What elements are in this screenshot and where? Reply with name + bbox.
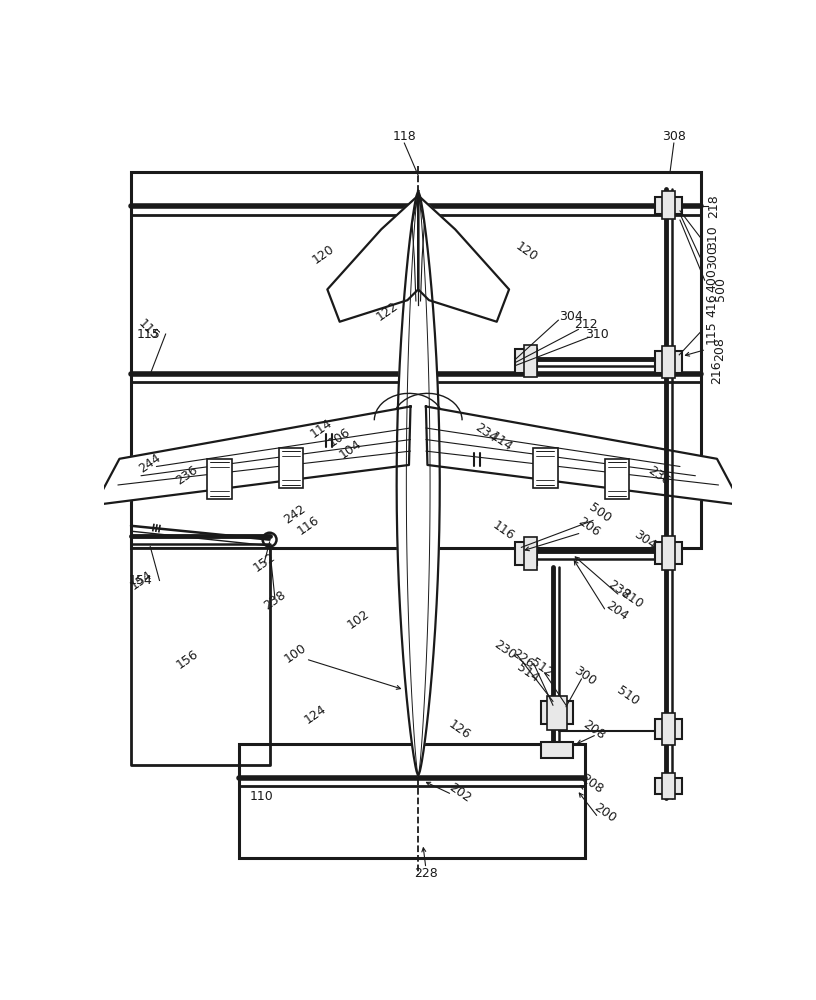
Text: 416: 416 [706,293,719,317]
Text: 500: 500 [587,500,614,525]
Text: 500: 500 [713,277,726,301]
Polygon shape [426,406,742,505]
Bar [662,713,676,745]
Bar [655,719,682,739]
Bar [655,197,682,214]
Text: 300: 300 [571,664,598,688]
Text: 102: 102 [344,607,371,631]
Text: 124: 124 [302,702,328,727]
Polygon shape [327,195,419,322]
Text: 208: 208 [713,338,726,361]
Bar [541,701,573,724]
Bar [662,773,676,799]
Text: 236: 236 [174,464,201,488]
Text: 304: 304 [559,310,583,323]
Polygon shape [95,406,410,505]
Bar [515,542,537,565]
Text: 300: 300 [706,245,719,269]
Text: 514: 514 [514,661,541,685]
Text: 236: 236 [645,464,672,488]
Text: 208: 208 [580,718,607,742]
Text: 126: 126 [446,718,473,742]
Text: 118: 118 [392,130,416,143]
Bar [131,172,701,548]
Bar [541,742,573,758]
Text: 218: 218 [707,194,721,218]
Text: 204: 204 [603,599,630,623]
Text: 116: 116 [295,513,322,537]
Bar [655,542,682,564]
Text: 122: 122 [374,299,401,323]
Text: 308: 308 [662,130,685,143]
Text: 206: 206 [575,514,602,539]
Bar [662,191,676,219]
Bar [662,346,676,378]
Bar [547,696,567,730]
Text: 304: 304 [631,528,658,552]
Bar [533,448,557,488]
Text: 210: 210 [619,587,645,611]
Polygon shape [419,195,509,322]
Text: 114: 114 [308,416,335,440]
Bar [605,459,629,499]
Bar [525,537,537,570]
Bar [655,778,682,794]
Text: 212: 212 [574,318,598,331]
Text: 104: 104 [337,437,364,462]
Text: 510: 510 [614,684,641,708]
Text: 115: 115 [135,316,162,342]
Text: 244: 244 [137,451,164,476]
Text: 230: 230 [491,638,518,662]
Bar [525,345,537,377]
Text: 116: 116 [490,519,517,543]
Text: 238: 238 [605,578,632,602]
Text: 115: 115 [704,321,717,344]
Bar [207,459,232,499]
Text: 154: 154 [129,574,153,587]
Bar [279,448,304,488]
Text: 310: 310 [706,225,719,249]
Text: 400: 400 [706,268,719,292]
Text: 200: 200 [591,801,618,825]
Text: 110: 110 [250,790,273,803]
Text: 120: 120 [512,240,539,265]
Text: 100: 100 [282,641,308,665]
Text: 226: 226 [509,647,536,671]
Bar [239,744,585,858]
Text: 156: 156 [174,647,201,671]
Text: 152: 152 [251,551,277,575]
Text: 216: 216 [711,361,724,384]
Text: 106: 106 [326,425,353,449]
Text: 242: 242 [282,502,308,526]
Polygon shape [397,191,440,776]
Text: 238: 238 [261,588,288,613]
Bar [655,351,682,373]
Text: 512: 512 [528,656,555,680]
Text: 234: 234 [472,421,499,445]
Text: 310: 310 [585,328,609,341]
Text: 228: 228 [414,867,437,880]
Text: 120: 120 [310,242,337,266]
Text: 154: 154 [127,568,154,593]
Bar [662,536,676,570]
Bar [515,349,537,373]
Text: 202: 202 [446,781,473,805]
Text: 208: 208 [578,772,605,796]
Text: 115: 115 [137,328,161,341]
Text: 114: 114 [488,430,515,454]
Polygon shape [131,548,269,765]
